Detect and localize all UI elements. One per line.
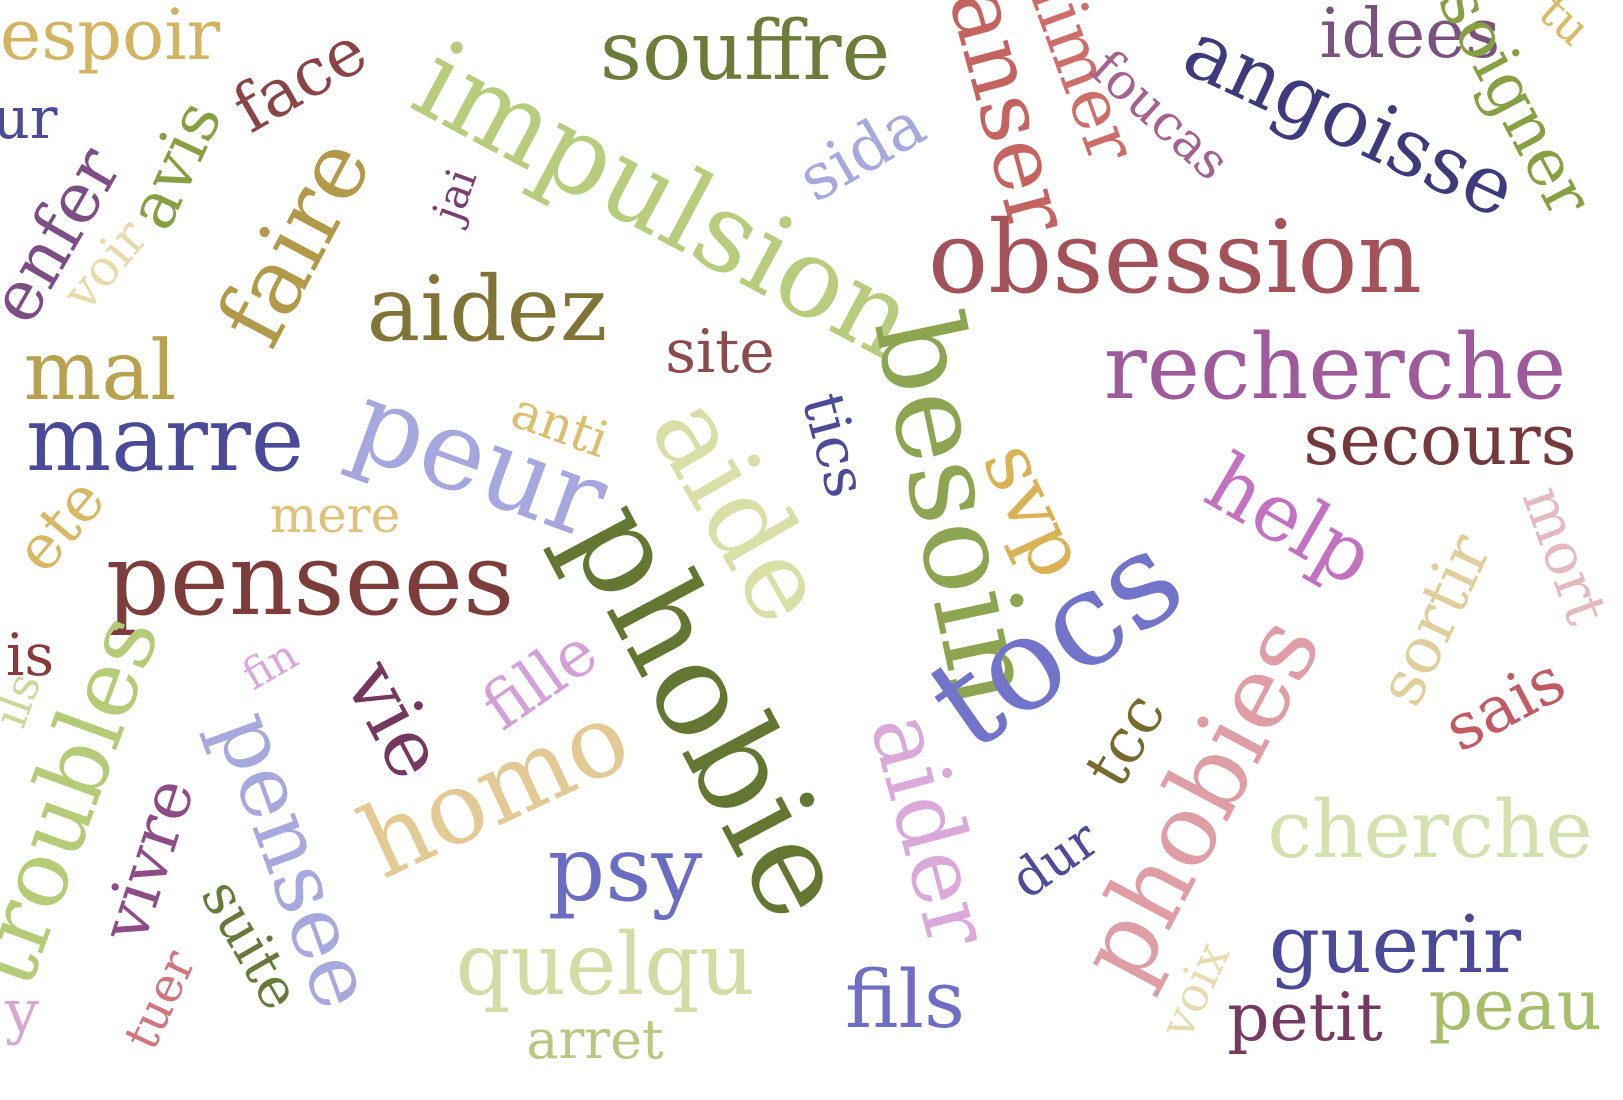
word-petit: petit (1227, 979, 1383, 1056)
word-mere: mere (269, 486, 401, 544)
word-fin: fin (233, 629, 306, 700)
word-sida: sida (786, 86, 938, 218)
word-ur: ur (0, 84, 58, 152)
word-jai: jai (422, 162, 487, 228)
word-souffre: souffre (599, 4, 891, 99)
word-guerir: guerir (1268, 898, 1522, 991)
word-mal: mal (23, 324, 177, 419)
word-tu: tu (1529, 0, 1601, 57)
word-quelqu: quelqu (455, 915, 755, 1015)
word-fils: fils (845, 953, 965, 1046)
word-pensees: pensees (105, 521, 515, 638)
word-idees: idees (1319, 0, 1501, 74)
word-avis: avis (111, 88, 238, 241)
word-y: y (5, 977, 39, 1047)
word-psy: psy (547, 817, 703, 922)
word-cherche: cherche (1267, 783, 1593, 876)
word-mort: mort (1508, 477, 1622, 633)
word-faire: faire (196, 120, 393, 363)
word-sais: sais (1432, 643, 1578, 767)
word-peau: peau (1428, 964, 1602, 1046)
word-aidez: aidez (366, 257, 608, 362)
word-tuer: tuer (113, 942, 207, 1058)
word-is: is (5, 621, 55, 689)
word-site: site (665, 317, 775, 387)
word-obsession: obsession (928, 199, 1422, 316)
word-marre: marre (25, 387, 305, 492)
word-espoir: espoir (0, 0, 221, 76)
word-recherche: recherche (1103, 315, 1567, 420)
word-arret: arret (526, 1008, 664, 1071)
word-secours: secours (1303, 399, 1577, 481)
